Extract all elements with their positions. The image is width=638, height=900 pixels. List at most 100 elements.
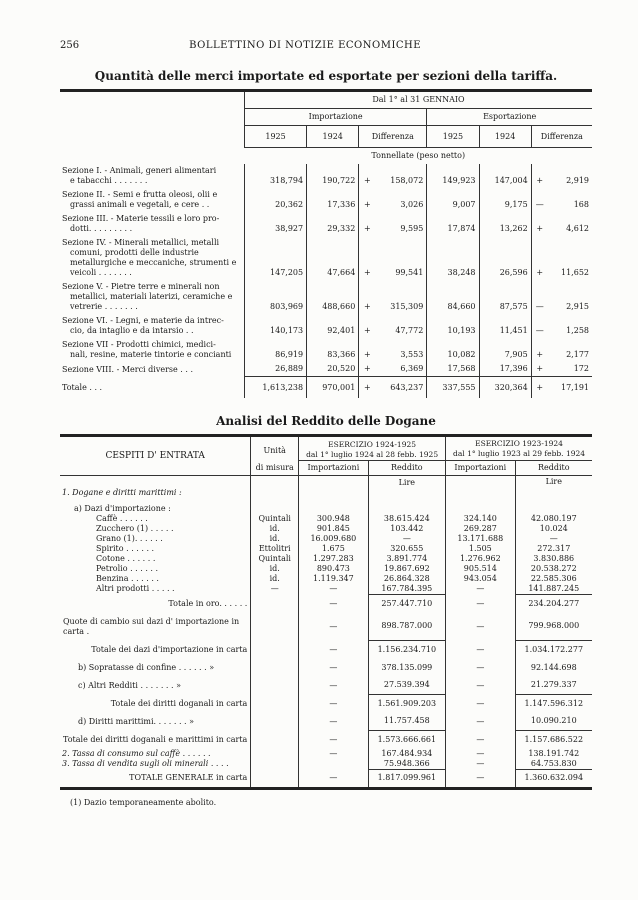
table-row: Spirito . . . . . . Ettolitri 1.675 320.655…: [60, 544, 592, 554]
summary-row: d) Diritti marittimi. . . . . . . » —11.7…: [60, 712, 592, 731]
label-line: Totale . . .: [62, 382, 103, 392]
revenue-1923-24: 10.024: [514, 524, 592, 534]
import-diff: 99,541: [395, 268, 424, 277]
imports-1924-25: —: [298, 676, 369, 695]
imports-1923-24: 269.287: [445, 524, 516, 534]
unit: [250, 758, 299, 769]
imports-1924-25: 890.473: [298, 564, 369, 574]
revenue-1923-24: 20.538.272: [514, 564, 592, 574]
revenue-1924-25: 898.787.000: [367, 612, 446, 641]
revenue-1924-25: 1.817.099.961: [367, 768, 446, 789]
export-diff: 2,919: [566, 176, 589, 185]
imports-1924-25: 901.845: [298, 524, 369, 534]
summary-label: Quote di cambio sui dazi d' importazione…: [63, 616, 240, 636]
revenue-1923-24: 1.034.172.277: [514, 640, 592, 659]
imports-1924-25: 1.297.283: [298, 554, 369, 564]
import-diff: 3,026: [400, 200, 424, 209]
col-diff: Differenza: [530, 125, 592, 148]
revenue-1923-24: 1.157.686.522: [514, 730, 592, 749]
revenue-1924-25: 167.784.395: [367, 584, 446, 595]
summary-label: b) Sopratasse di confine . . . . . . »: [78, 662, 215, 672]
import-1925: 86,919: [243, 338, 307, 362]
imports-1924-25: —: [298, 658, 369, 677]
import-1924: 29,332: [306, 212, 359, 236]
revenue-1923-24: 141.887.245: [514, 584, 592, 595]
export-1925: 84,660: [426, 280, 480, 314]
imports-1923-24: —: [445, 769, 516, 789]
revenue-1924-25: 167.484.934: [367, 748, 446, 759]
revenue-1923-24: 10.090.210: [514, 712, 592, 731]
export-1924: 11,451: [478, 314, 532, 338]
imports-1923-24: —: [445, 640, 516, 659]
export-1925: 17,568: [426, 362, 480, 377]
unit: id.: [250, 524, 299, 534]
summary-row: TOTALE GENERALE in carta —1.817.099.961—1…: [60, 768, 592, 789]
export-diff-sign: —: [530, 314, 548, 338]
label-line: grassi animali e vegetali, e cere . .: [70, 200, 210, 209]
imports-1923-24: —: [445, 676, 516, 695]
unit: [250, 712, 299, 731]
export-1924: 7,905: [478, 338, 532, 362]
col-imports: Importazioni: [298, 460, 369, 476]
revenue-1924-25: 38.615.424: [367, 514, 446, 524]
export-diff: 1,258: [566, 326, 589, 335]
summary-row: Totale dei diritti doganali in carta —1.5…: [60, 694, 592, 713]
unit: id.: [250, 564, 299, 574]
import-1924: 92,401: [306, 314, 359, 338]
table-row: Altri prodotti . . . . . — —167.784.395—14…: [60, 584, 592, 595]
revenue-1924-25: 320.655: [367, 544, 446, 554]
summary-label: TOTALE GENERALE in carta: [129, 773, 248, 782]
imports-1924-25: 1.675: [298, 544, 369, 554]
unit: [250, 769, 299, 789]
export-diff-sign: +: [530, 376, 548, 398]
imports-1924-25: —: [298, 694, 369, 713]
trade-table: Dal 1° al 31 GENNAIO Importazione Esport…: [60, 89, 592, 398]
export-diff-sign: +: [530, 212, 548, 236]
imports-1924-25: —: [298, 712, 369, 731]
summary-row: 2. Tassa di consumo sul caffè . . . . . …: [60, 748, 592, 759]
label-line: metallici, materiali laterizi, ceramiche…: [70, 292, 233, 311]
col-unit-2: di misura: [250, 460, 299, 476]
revenue-1923-24: 1.360.632.094: [514, 768, 592, 789]
summary-row: 3. Tassa di vendita sugli oli minerali .…: [60, 758, 592, 769]
import-diff: 643,237: [375, 376, 427, 398]
import-diff-sign: +: [358, 236, 376, 280]
table-row: Petrolio . . . . . . id. 890.473 19.867.692…: [60, 564, 592, 574]
export-diff: 2,177: [566, 350, 589, 359]
export-diff: 172: [573, 364, 589, 373]
imports-1923-24: —: [445, 694, 516, 713]
summary-row: Totale dei diritti doganali e marittimi …: [60, 730, 592, 749]
item-label: Altri prodotti . . . . .: [96, 584, 175, 594]
table-row: Sezione III. - Materie tessili e loro pr…: [60, 212, 592, 236]
imports-1924-25: [298, 758, 369, 769]
table-row: Grano (1). . . . . . id. 16.009.680—13.171…: [60, 534, 592, 544]
unit-header: Tonnellate (peso netto): [371, 151, 466, 160]
col-1924: 1924: [306, 125, 359, 148]
total-row: Totale . . . 1,613,238 970,001 +643,237 337,…: [60, 376, 592, 398]
page-number: 256: [60, 40, 80, 51]
export-diff-sign: —: [530, 280, 548, 314]
summary-label: d) Diritti marittimi. . . . . . . »: [78, 716, 195, 726]
label-line: Sezione VI. - Legni, e materie da intrec…: [62, 316, 224, 325]
section-1: 1. Dogane e diritti marittimi :: [62, 488, 182, 497]
import-1924: 17,336: [306, 188, 359, 212]
unit: [250, 748, 299, 759]
export-1925: 10,193: [426, 314, 480, 338]
export-1925: 9,007: [426, 188, 480, 212]
table-row: Sezione VIII. - Merci diverse . . . 26,88…: [60, 362, 592, 377]
import-diff: 47,772: [395, 326, 424, 335]
export-1925: 337,555: [426, 376, 480, 398]
imports-1923-24: —: [445, 658, 516, 677]
imports-1923-24: —: [445, 730, 516, 749]
imports-1923-24: —: [445, 748, 516, 759]
table-row: Sezione IV. - Minerali metallici, metall…: [60, 236, 592, 280]
col-imports: Importazioni: [445, 460, 516, 476]
summary-row: Totale in oro. . . . . . —257.447.710—234…: [60, 594, 592, 613]
item-label: Spirito . . . . . .: [96, 544, 155, 553]
export-diff: 168: [573, 200, 589, 209]
col-revenue: Reddito: [367, 460, 446, 476]
row-label: Sezione I. - Animali, generi alimentari e…: [60, 164, 245, 188]
col-1925: 1925: [426, 125, 480, 148]
import-1925: 140,173: [243, 314, 307, 338]
